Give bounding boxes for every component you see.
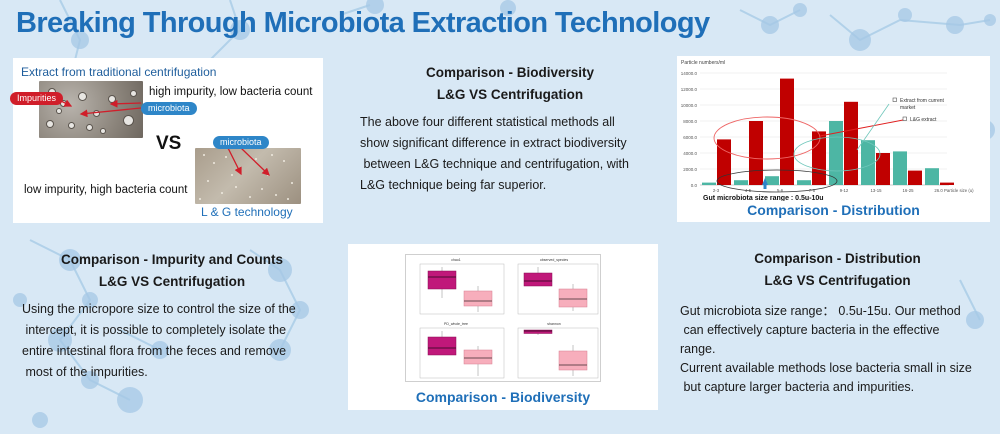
biodiversity-body: The above four different statistical met… (360, 115, 629, 192)
impurities-tag: Impurities (10, 92, 64, 105)
svg-text:observed_species: observed_species (540, 258, 568, 262)
svg-text:4-5: 4-5 (745, 188, 752, 193)
svg-text:12000.0: 12000.0 (681, 87, 698, 92)
biodiversity-boxplots: chao1 observed_species PD_whole_tree shann… (419, 258, 599, 379)
impurity-description: Comparison - Impurity and Counts L&G VS … (22, 249, 322, 383)
particle-distribution-bar-chart: Particle numbers/ml 0.0 2000.0 4000.0 6000… (681, 60, 974, 202)
svg-text:8000.0: 8000.0 (683, 119, 697, 124)
biodiversity-boxplot-panel: chao1 observed_species PD_whole_tree shann… (348, 244, 658, 410)
microbiota-tag-bottom: microbiota (213, 136, 269, 149)
svg-text:10000.0: 10000.0 (681, 103, 698, 108)
distribution-chart-caption: Comparison - Distribution (747, 202, 920, 218)
distribution-description: Comparison - Distribution L&G VS Centrif… (680, 248, 995, 397)
low-impurity-caption: low impurity, high bacteria count (24, 184, 188, 196)
microscopy-comparison-panel: Extract from traditional centrifugation (10, 58, 323, 223)
page-title: Breaking Through Microbiota Extraction T… (16, 7, 710, 39)
svg-text:2000.0: 2000.0 (683, 167, 697, 172)
svg-text:26.0 Particle size (u): 26.0 Particle size (u) (934, 188, 974, 193)
vs-label: VS (156, 133, 182, 154)
svg-text:shannon: shannon (547, 322, 560, 326)
svg-text:14000.0: 14000.0 (681, 71, 698, 76)
svg-text:16-25: 16-25 (903, 188, 915, 193)
svg-text:chao1: chao1 (451, 258, 461, 262)
distribution-chart-panel: Particle numbers/ml 0.0 2000.0 4000.0 6000… (677, 56, 990, 222)
svg-text:4000.0: 4000.0 (683, 151, 697, 156)
svg-text:PD_whole_tree: PD_whole_tree (444, 322, 468, 326)
svg-text:0.0: 0.0 (691, 183, 698, 188)
svg-text:7-8: 7-8 (809, 188, 816, 193)
legend-market-label: Extract from current (900, 98, 945, 104)
boxplot-caption: Comparison - Biodiversity (415, 389, 591, 405)
impurity-title: Comparison - Impurity and Counts L&G VS … (60, 252, 283, 289)
distribution-title: Comparison - Distribution L&G VS Centrif… (754, 251, 921, 288)
centrifugation-microscopy-image (39, 81, 143, 138)
lg-technology-microscopy-image (195, 148, 301, 204)
svg-text:13-15: 13-15 (871, 188, 883, 193)
biodiversity-description: Comparison - Biodiversity L&G VS Centrif… (360, 62, 660, 196)
svg-text:market: market (900, 105, 916, 111)
svg-text:Particle numbers/ml: Particle numbers/ml (681, 60, 725, 66)
centrifugation-label: Extract from traditional centrifugation (21, 65, 217, 79)
distribution-body: Gut microbiota size range： 0.5u-15u. Our… (680, 304, 972, 394)
boxplot-figure: chao1 observed_species PD_whole_tree shann… (405, 254, 601, 382)
svg-text:6000.0: 6000.0 (683, 135, 697, 140)
impurity-body: Using the micropore size to control the … (22, 302, 296, 379)
biodiversity-title: Comparison - Biodiversity L&G VS Centrif… (425, 65, 595, 102)
svg-text:5-6: 5-6 (777, 188, 784, 193)
svg-text:9-12: 9-12 (840, 188, 849, 193)
svg-text:2-3: 2-3 (713, 188, 720, 193)
microbiota-tag-top: microbiota (141, 102, 197, 115)
legend-lg-label: L&G extract (910, 117, 937, 123)
size-range-note: Gut microbiota size range : 0.5u-10u (703, 195, 824, 201)
high-impurity-caption: high impurity, low bacteria count (149, 86, 313, 98)
lg-technology-label: L & G technology (201, 205, 293, 219)
